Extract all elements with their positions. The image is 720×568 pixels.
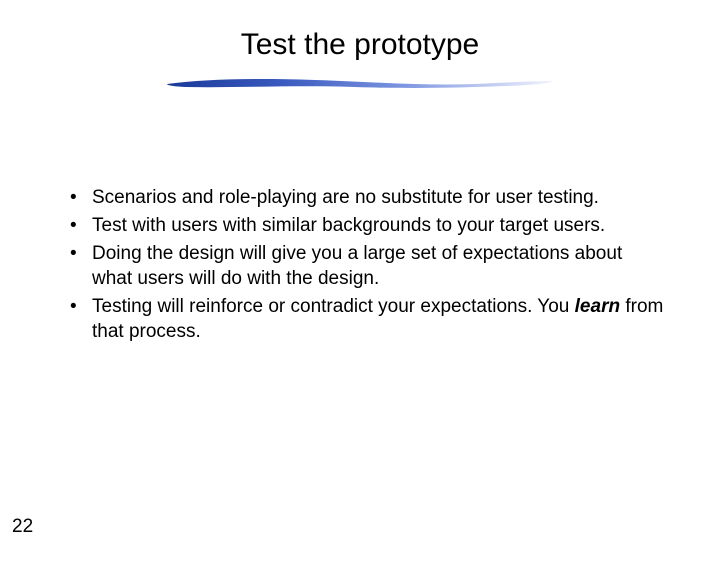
bullet-text-pre: Scenarios and role-playing are no substi… [92,187,599,208]
title-underline-wrap [0,76,720,90]
slide-title: Test the prototype [0,28,720,62]
content-area: Scenarios and role-playing are no substi… [62,185,665,347]
bullet-text-pre: Doing the design will give you a large s… [92,243,622,289]
page-number: 22 [12,516,33,538]
bullet-text-emph: learn [575,296,620,317]
bullet-text-pre: Testing will reinforce or contradict you… [92,296,575,317]
bullet-list: Scenarios and role-playing are no substi… [62,185,665,344]
list-item: Doing the design will give you a large s… [62,241,665,291]
list-item: Scenarios and role-playing are no substi… [62,185,665,210]
bullet-text-pre: Test with users with similar backgrounds… [92,215,605,236]
list-item: Testing will reinforce or contradict you… [62,294,665,344]
slide: Test the prototype Scenarios and role-pl… [0,28,720,568]
list-item: Test with users with similar backgrounds… [62,213,665,238]
brush-underline-icon [165,76,555,90]
